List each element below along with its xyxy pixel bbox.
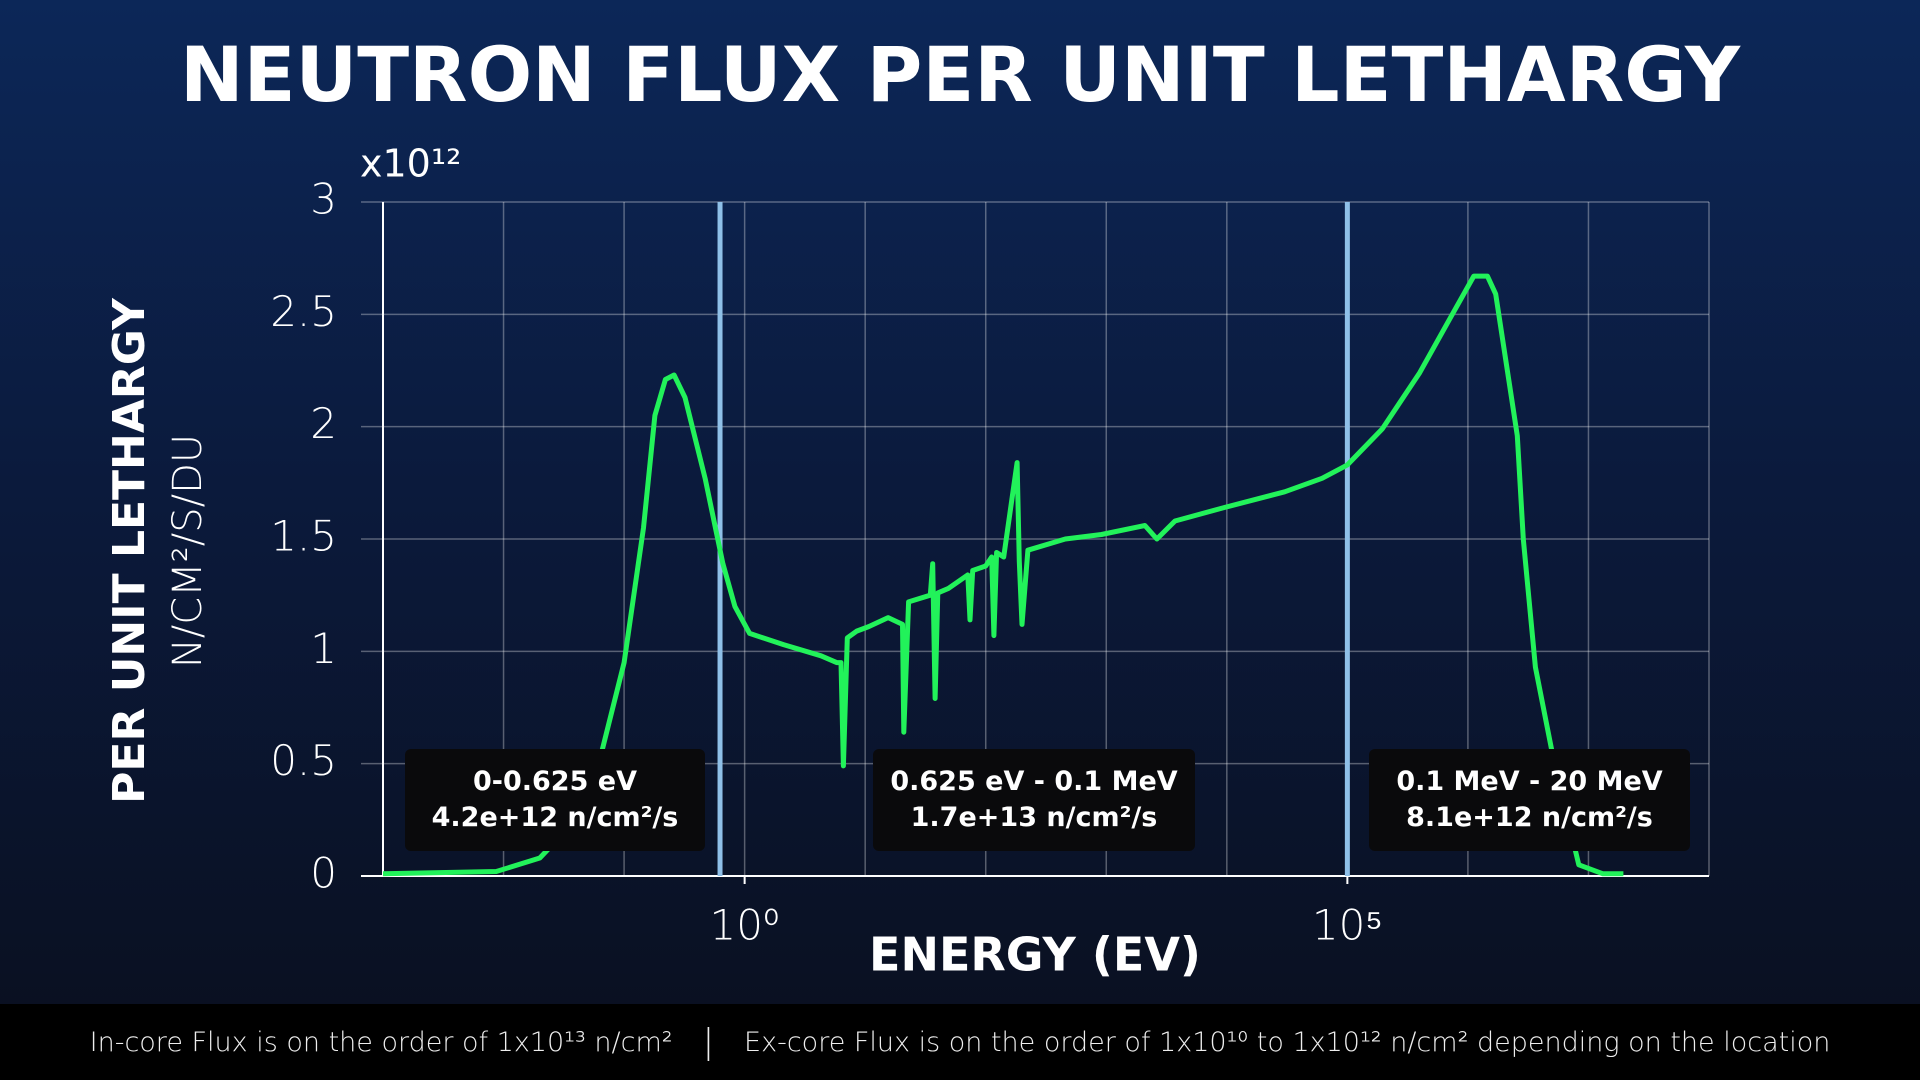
y-axis-label: PER UNIT LETHARGY <box>104 297 155 804</box>
y-tick-label: 1 <box>310 624 337 673</box>
x-tick-label: 10⁰ <box>709 901 779 950</box>
y-tick-label: 2.5 <box>270 287 337 336</box>
annotation-text: 1.7e+13 n/cm²/s <box>910 802 1158 833</box>
annotation-text: 0-0.625 eV <box>472 766 637 797</box>
y-multiplier: x10¹² <box>360 142 461 186</box>
chart-title: NEUTRON FLUX PER UNIT LETHARGY <box>180 30 1741 119</box>
annotation-text: 0.625 eV - 0.1 MeV <box>890 766 1178 797</box>
annotation-box: 0-0.625 eV 4.2e+12 n/cm²/s <box>405 749 705 851</box>
y-tick-label: 0 <box>310 849 337 898</box>
chart: NEUTRON FLUX PER UNIT LETHARGY x10¹² ENE… <box>104 30 1741 982</box>
y-axis-unit: N/CM²/S/DU <box>165 434 211 668</box>
y-tick-label: 0.5 <box>270 736 337 785</box>
footer-right: Ex-core Flux is on the order of 1x10¹⁰ t… <box>744 1026 1831 1058</box>
footer-left: In-core Flux is on the order of 1x10¹³ n… <box>89 1026 673 1058</box>
y-tick-label: 3 <box>310 175 337 224</box>
y-tick-label: 1.5 <box>270 512 337 561</box>
x-tick-label: 10⁵ <box>1312 901 1383 950</box>
footer-separator: | <box>702 1022 715 1062</box>
x-axis-label: ENERGY (EV) <box>869 928 1201 982</box>
annotation-text: 8.1e+12 n/cm²/s <box>1406 802 1653 833</box>
footer: In-core Flux is on the order of 1x10¹³ n… <box>0 1004 1920 1080</box>
annotation-text: 0.1 MeV - 20 MeV <box>1396 766 1663 797</box>
annotation-text: 4.2e+12 n/cm²/s <box>431 802 679 833</box>
annotation-box: 0.625 eV - 0.1 MeV 1.7e+13 n/cm²/s <box>873 749 1195 851</box>
y-tick-label: 2 <box>310 399 337 448</box>
annotation-box: 0.1 MeV - 20 MeV 8.1e+12 n/cm²/s <box>1369 749 1690 851</box>
flux-line <box>382 273 1624 877</box>
